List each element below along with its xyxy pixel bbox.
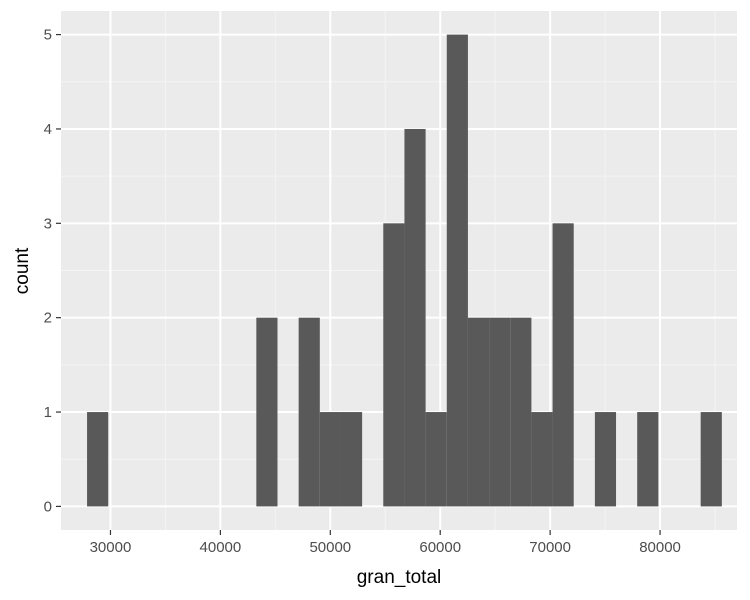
histogram-bar xyxy=(700,412,722,507)
y-tick-label: 5 xyxy=(44,27,52,44)
histogram-bar xyxy=(404,128,426,507)
histogram-bar xyxy=(256,317,278,507)
histogram-bar xyxy=(552,223,574,507)
histogram-bar xyxy=(383,223,405,507)
x-tick-label: 30000 xyxy=(90,539,132,556)
histogram-bar xyxy=(425,412,447,507)
histogram-bar xyxy=(467,317,490,507)
y-axis-title: count xyxy=(12,247,33,294)
x-tick-label: 80000 xyxy=(639,539,681,556)
histogram-bar xyxy=(340,412,363,507)
y-tick-label: 1 xyxy=(44,404,52,421)
histogram-bar xyxy=(319,412,341,507)
histogram-bars xyxy=(87,34,722,507)
histogram-bar xyxy=(594,412,617,507)
x-tick-label: 50000 xyxy=(309,539,351,556)
x-axis-ticks: 30000 40000 50000 60000 70000 80000 xyxy=(90,530,681,556)
histogram-bar xyxy=(446,34,468,507)
x-axis-title: gran_total xyxy=(357,567,442,588)
y-tick-label: 0 xyxy=(44,498,52,515)
x-tick-label: 70000 xyxy=(529,539,571,556)
y-tick-label: 3 xyxy=(44,215,52,232)
histogram-bar xyxy=(298,317,320,507)
y-tick-label: 4 xyxy=(44,121,52,138)
x-tick-label: 40000 xyxy=(200,539,242,556)
histogram-bar xyxy=(637,412,659,507)
histogram-bar xyxy=(531,412,553,507)
y-axis-ticks: 0 1 2 3 4 5 xyxy=(44,27,61,515)
histogram-bar xyxy=(510,317,532,507)
histogram-bar xyxy=(87,412,109,507)
x-tick-label: 60000 xyxy=(419,539,461,556)
histogram-bar xyxy=(489,317,511,507)
y-tick-label: 2 xyxy=(44,310,52,327)
